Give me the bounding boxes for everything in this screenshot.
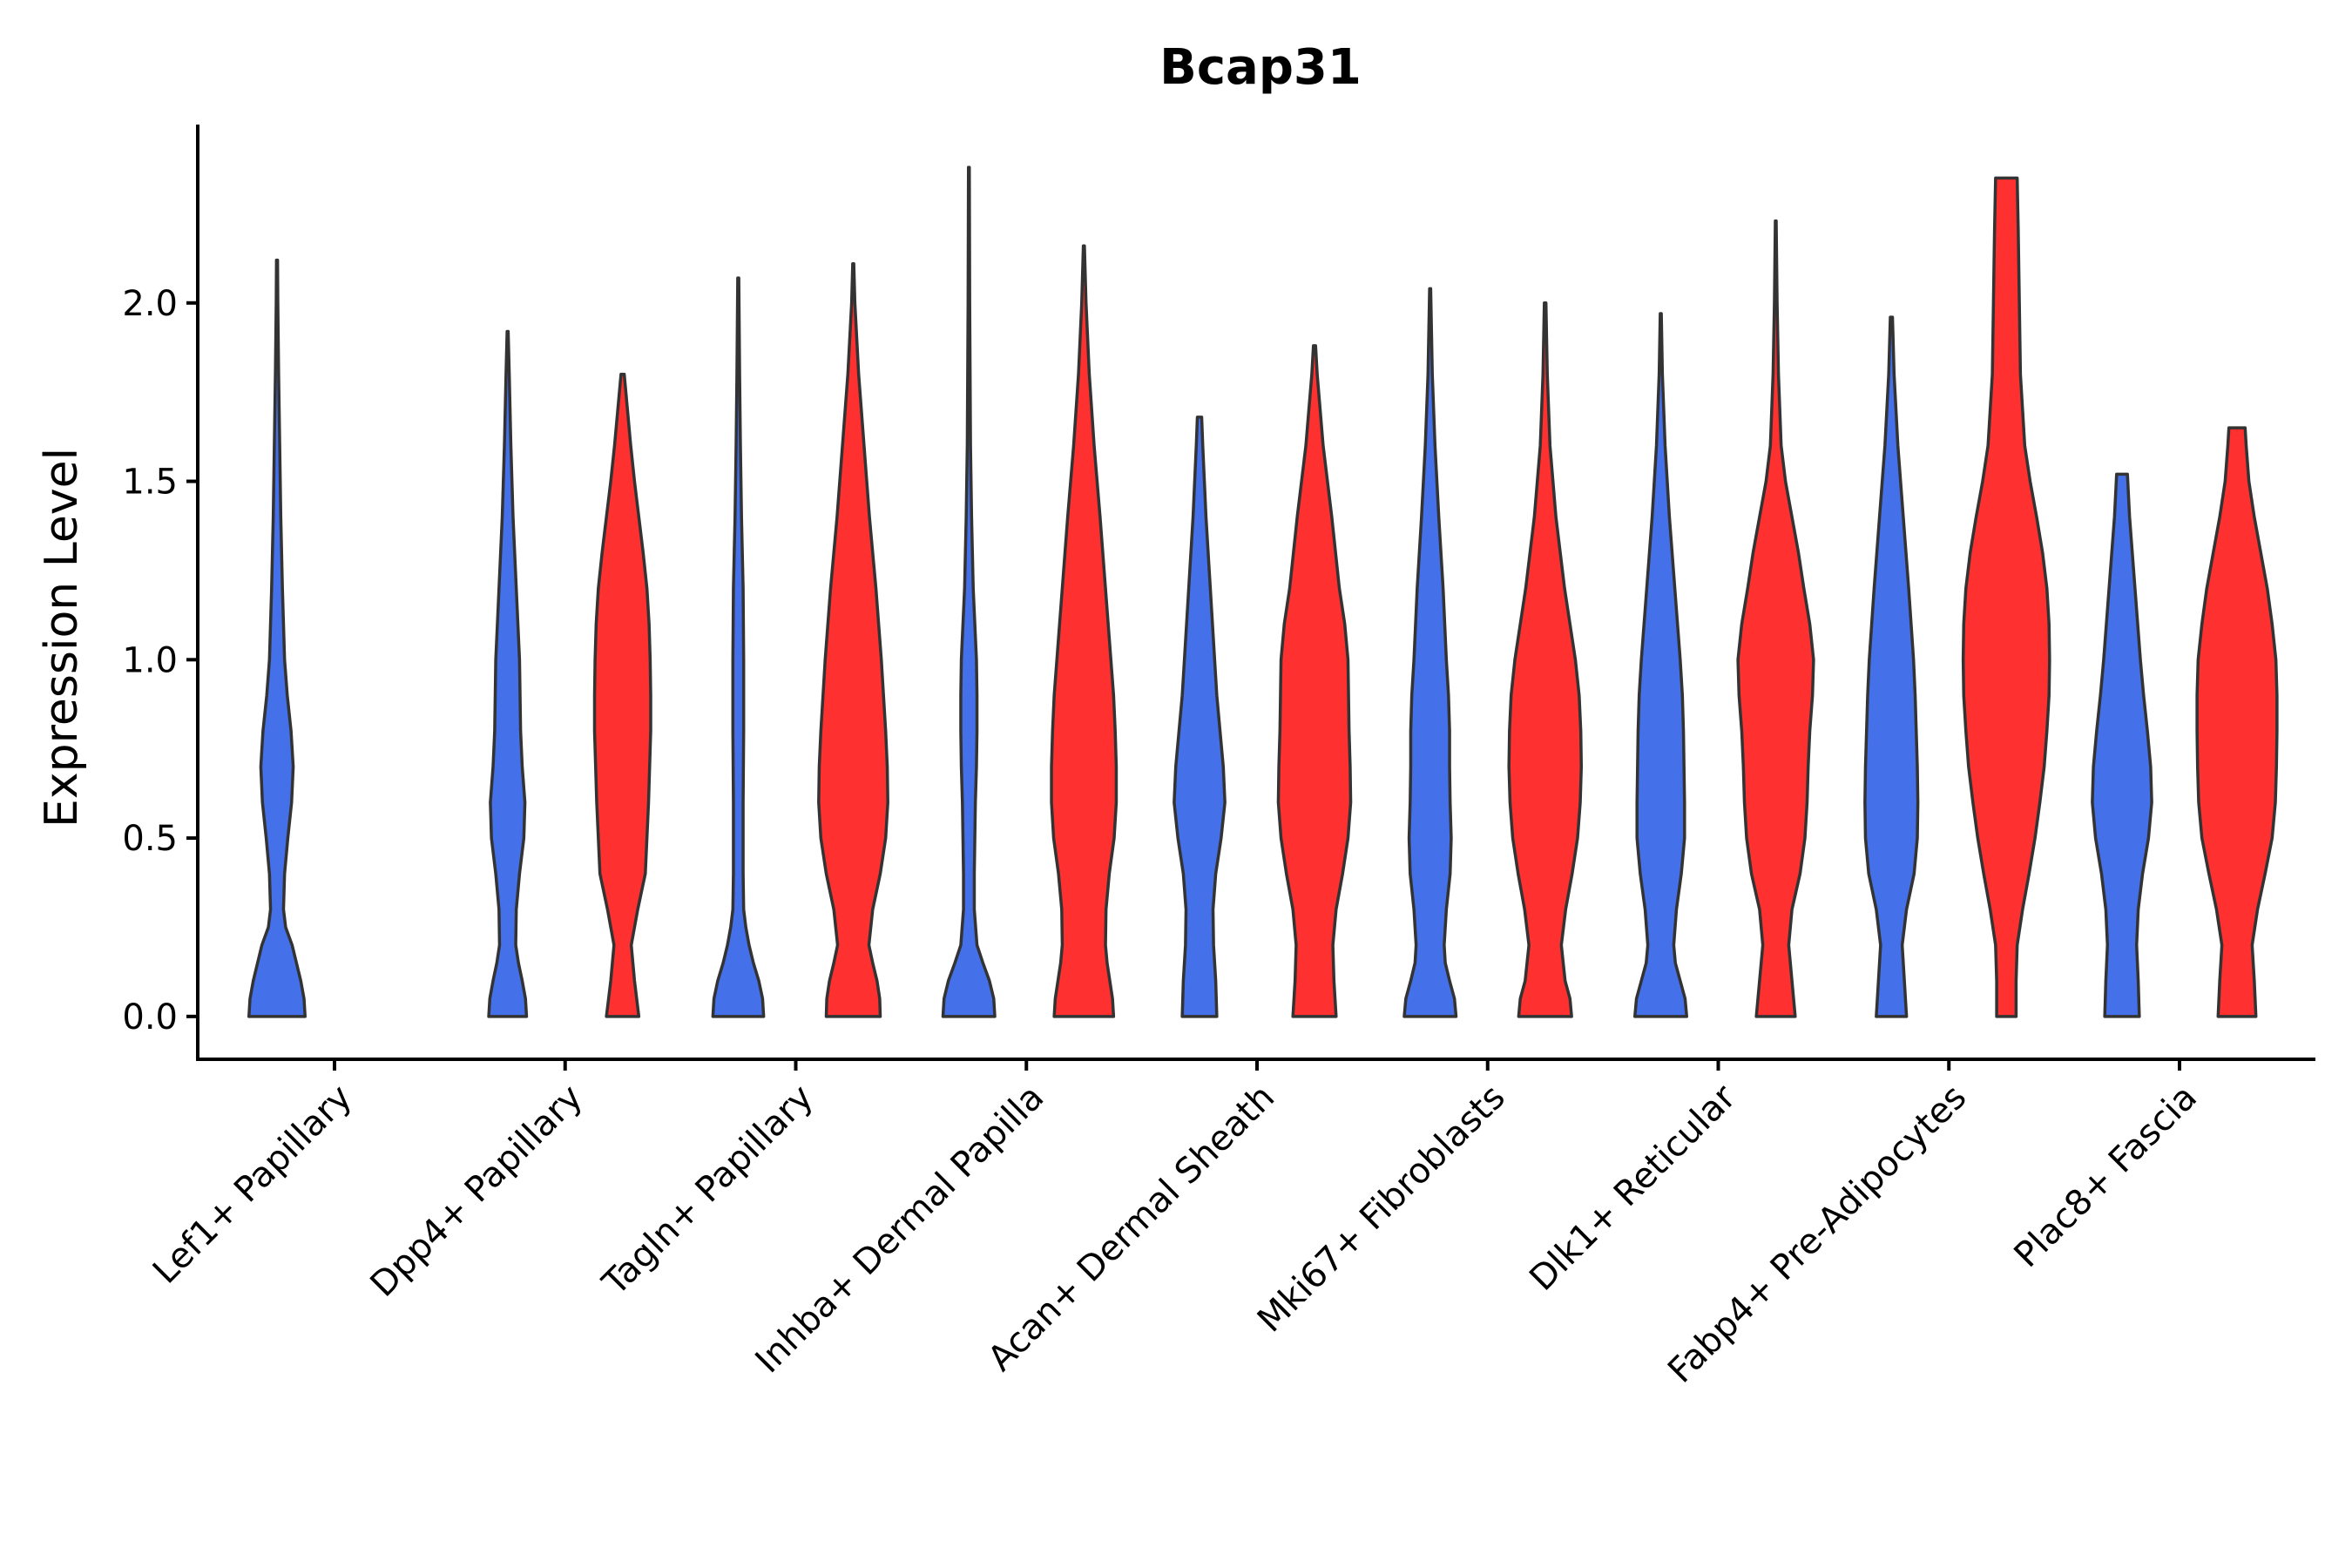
violin-red-8: [2195, 426, 2279, 1018]
violin-red-1: [592, 372, 652, 1018]
violin-blue-1: [487, 329, 529, 1018]
violin-blue-8: [2091, 472, 2153, 1018]
x-tick-label: Dlk1+ Reticular: [1522, 1077, 1744, 1299]
y-tick-label: 0.0: [122, 997, 178, 1037]
y-tick-label: 0.5: [122, 819, 178, 859]
y-axis-label: Expression Level: [36, 448, 88, 828]
chart-title: Bcap31: [1159, 39, 1362, 96]
violin-blue-6: [1632, 312, 1689, 1018]
violin-blue-7: [1863, 315, 1920, 1018]
violin-blue-4: [1173, 416, 1227, 1018]
violin-layer: [247, 166, 2279, 1018]
violin-red-7: [1961, 176, 2051, 1018]
y-ticks: 0.0 0.5 1.0 1.5 2.0: [122, 284, 198, 1037]
y-tick-label: 1.0: [122, 640, 178, 680]
violin-red-3: [1050, 244, 1119, 1018]
violin-red-2: [817, 261, 889, 1018]
violin-blue-2: [711, 276, 766, 1018]
x-tick-label: Plac8+ Fascia: [2007, 1078, 2206, 1276]
violin-red-4: [1276, 344, 1353, 1018]
violin-red-5: [1507, 301, 1584, 1018]
violin-red-6: [1736, 219, 1815, 1018]
y-tick-label: 2.0: [122, 284, 178, 324]
violin-blue-0: [247, 258, 307, 1018]
x-tick-label: Tagln+ Papillary: [595, 1078, 821, 1304]
violin-blue-3: [941, 166, 997, 1018]
x-tick-label: Dpp4+ Papillary: [363, 1078, 591, 1305]
x-ticks: Lef1+ Papillary Dpp4+ Papillary Tagln+ Pap…: [145, 1059, 2205, 1391]
x-tick-label: Lef1+ Papillary: [145, 1078, 360, 1292]
y-tick-label: 1.5: [122, 463, 178, 503]
violin-blue-5: [1402, 287, 1458, 1018]
x-tick-label: Mki67+ Fibroblasts: [1250, 1078, 1513, 1341]
